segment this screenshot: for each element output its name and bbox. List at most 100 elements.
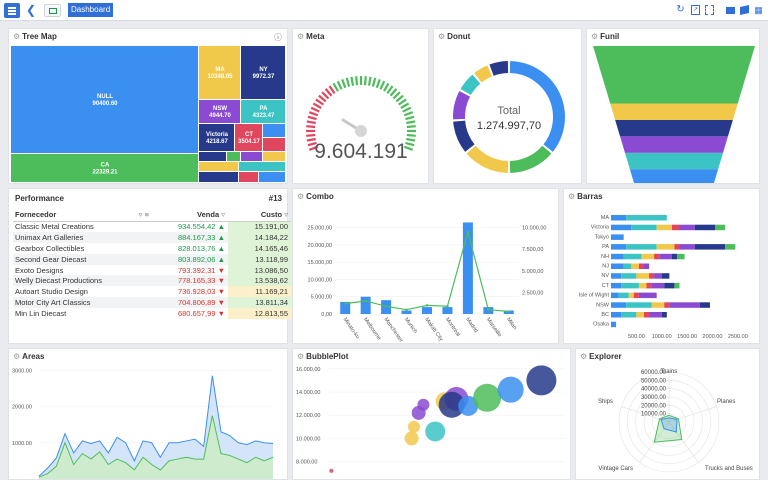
radar-axis-label: Trains — [661, 369, 677, 375]
donut-chart — [453, 61, 565, 173]
barras-bar — [694, 244, 726, 250]
barras-bar — [626, 215, 667, 221]
cost-cell: 15.191,00 — [228, 221, 291, 232]
export-icon[interactable]: ↗ — [691, 5, 700, 15]
trend-down-icon: ▼ — [215, 309, 225, 319]
radar-axis-label: Planes — [717, 399, 735, 405]
y-tick-label: 3000.00 — [12, 368, 32, 374]
radar-series — [653, 414, 683, 443]
gear-icon[interactable]: ⚙ — [591, 32, 599, 41]
barras-bar — [651, 282, 665, 289]
donut-slice — [453, 91, 471, 120]
explorer-panel: ⚙ Explorer Trains Planes Trucks and Buses Vi… — [575, 348, 760, 480]
radar-tick-label: 50000.00 — [641, 378, 667, 384]
radar-chart: Trains Planes Trucks and Buses Vintage Cars… — [598, 369, 753, 473]
funnel-band — [615, 119, 733, 137]
barras-bar — [664, 302, 670, 308]
treemap-cell — [199, 124, 234, 151]
bubble — [497, 376, 524, 403]
gear-icon[interactable]: ⚙ — [580, 352, 588, 361]
donut-label: Total — [497, 105, 521, 117]
table-row[interactable]: Gearbox Collectibles 828.013,76 ▲ 14.165,4… — [13, 242, 291, 254]
y-tick-label: 20.000,00 — [308, 243, 332, 249]
gauge-tick — [395, 94, 404, 103]
treemap-cell — [11, 154, 198, 182]
treemap-cell-value: 9972.37 — [253, 74, 275, 80]
treemap-cell-value: 10348.05 — [207, 74, 233, 80]
funnel-chart — [593, 46, 755, 183]
table-row[interactable]: Welly Diecast Productions 778.165,33 ▼ 13.… — [13, 275, 291, 287]
table-row[interactable]: Motor City Art Classics 704.806,89 ▼ 13.81… — [13, 297, 291, 309]
filter-icon[interactable]: ▿ ≡ — [138, 210, 149, 220]
donut-slice — [489, 61, 509, 76]
back-icon[interactable]: ❮ — [25, 3, 37, 17]
combo-point — [405, 308, 408, 311]
book-icon[interactable] — [740, 5, 749, 15]
sheet-icon[interactable] — [44, 4, 61, 17]
table-row[interactable]: Second Gear Diecast 803.892,06 ▲ 13.118,99 — [13, 253, 291, 265]
copy-icon[interactable] — [726, 7, 735, 14]
filter-icon[interactable]: ▿ — [221, 210, 225, 220]
meta-panel: ⚙ Meta 9.604.191 — [292, 28, 429, 184]
x-tick-label: Madrid — [464, 317, 479, 334]
treemap-cell — [199, 152, 226, 161]
gauge-tick — [307, 115, 317, 121]
barras-bar — [623, 253, 642, 260]
gauge-tick — [324, 88, 333, 97]
bubble — [417, 398, 430, 411]
gear-icon[interactable]: ⚙ — [297, 32, 305, 41]
gear-icon[interactable]: ⚙ — [297, 192, 305, 201]
combo-point — [487, 308, 490, 311]
gauge-tick — [350, 76, 355, 86]
gauge-tick — [398, 98, 407, 106]
gear-icon[interactable]: ⚙ — [13, 352, 21, 361]
x-tick-label: Milan — [505, 317, 517, 331]
table-row[interactable]: Unimax Art Galleries 884.167,33 ▲ 14.184,2… — [13, 231, 291, 243]
gear-icon[interactable]: ⚙ — [568, 192, 576, 201]
table-row[interactable]: Min Lin Diecast 680.657,99 ▼ 12.813,55 — [13, 308, 291, 320]
refresh-icon[interactable]: ↻ — [676, 4, 685, 15]
treemap-cell-value: 4323.47 — [253, 113, 275, 119]
barras-bar — [699, 302, 710, 308]
gauge-tick — [355, 76, 359, 86]
menu-icon[interactable] — [4, 3, 20, 18]
panel-title: BubblePlot — [306, 352, 349, 361]
column-header-cost[interactable]: Custo ▿ — [228, 209, 291, 222]
y2-tick-label: 7.500,00 — [522, 247, 543, 253]
y-tick-label: NV — [601, 273, 609, 279]
gauge-tick — [308, 111, 319, 117]
barras-bar — [643, 263, 650, 269]
combo-bar — [340, 301, 351, 314]
barras-bar — [626, 302, 652, 308]
gauge-tick — [405, 115, 415, 121]
barras-bar — [618, 292, 629, 299]
supplier-cell: Unimax Art Galleries — [13, 231, 151, 243]
column-header-supplier[interactable]: Fornecedor ▿ ≡ — [13, 209, 151, 222]
barras-bar — [674, 282, 680, 289]
gauge-tick — [367, 76, 372, 86]
gauge-tick — [371, 77, 377, 87]
gear-icon[interactable]: ⚙ — [297, 352, 305, 361]
treemap-cell — [199, 172, 238, 182]
gauge-hub — [355, 125, 367, 137]
filter-icon[interactable]: ▿ — [284, 210, 288, 220]
barras-bar — [611, 273, 622, 279]
grid-icon[interactable]: ▦ — [754, 5, 763, 15]
table-row[interactable]: Autoart Studio Design 736.928,03 ▼ 11.169,… — [13, 286, 291, 298]
info-icon[interactable]: ⓘ — [274, 33, 282, 42]
fullscreen-icon[interactable] — [705, 5, 714, 15]
table-row[interactable]: Exoto Designs 793.392,31 ▼ 13.086,50 — [13, 264, 291, 276]
gear-icon[interactable]: ⚙ — [438, 32, 446, 41]
tab-dashboard[interactable]: Dashboard — [68, 3, 114, 17]
treemap-cell-name: MA — [215, 67, 225, 73]
gear-icon[interactable]: ⚙ — [13, 32, 21, 41]
table-row[interactable]: Classic Metal Creations 934.554,42 ▲ 15.19… — [13, 221, 291, 232]
sale-value: 736.928,03 — [177, 287, 216, 297]
treemap-cell — [199, 46, 240, 99]
treemap-cell-value: 22329.21 — [92, 170, 118, 176]
column-header-sale[interactable]: Venda ▿ — [151, 209, 228, 222]
y-tick-label: 8.000,00 — [296, 460, 317, 466]
panel-title: Funil — [600, 32, 620, 41]
radar-tick-label: 20000.00 — [641, 403, 667, 409]
barras-bar — [626, 244, 657, 250]
